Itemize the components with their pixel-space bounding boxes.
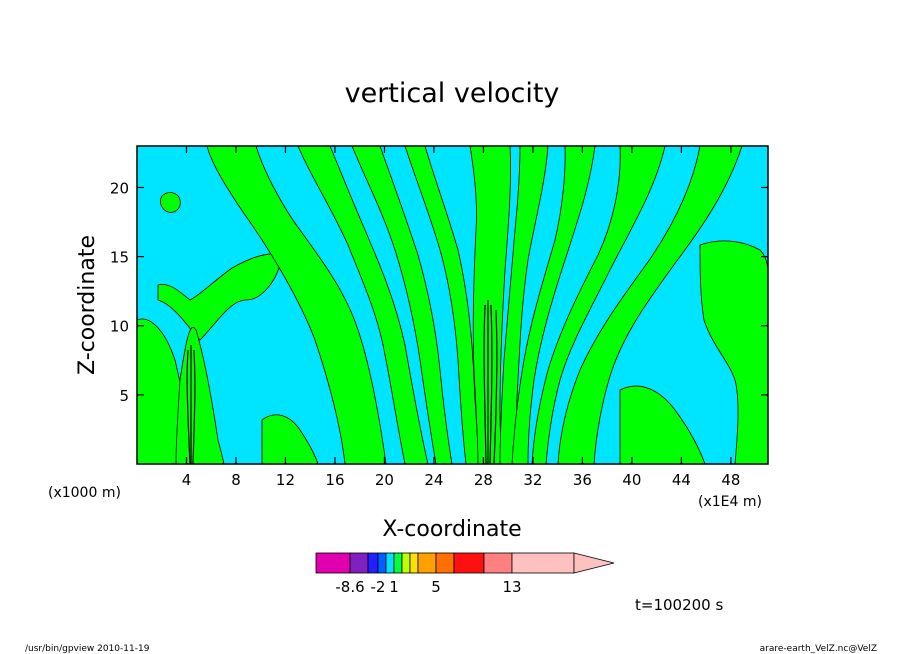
plot-area bbox=[137, 146, 768, 464]
x-axis-title: X-coordinate bbox=[382, 517, 521, 542]
x-tick-label: 32 bbox=[523, 471, 542, 489]
chart-title: vertical velocity bbox=[345, 78, 560, 109]
plot-frame bbox=[136, 145, 769, 465]
colorbar-segment bbox=[417, 552, 437, 574]
footer-right: arare-earth_VelZ.nc@VelZ bbox=[760, 644, 877, 654]
colorbar-labels: -8.6 -2 1 5 13 bbox=[335, 578, 521, 596]
x-unit-right-label: (x1E4 m) bbox=[698, 494, 762, 510]
y-axis-title: Z-coordinate bbox=[75, 235, 100, 375]
colorbar-segment bbox=[435, 552, 455, 574]
y-tick-label: 5 bbox=[119, 387, 129, 405]
x-axis-ticks: 4 8 12 16 20 24 28 32 36 40 44 48 bbox=[182, 146, 740, 489]
colorbar-extension-arrow bbox=[573, 552, 615, 574]
colorbar-label: 1 bbox=[389, 578, 399, 596]
y-tick-label: 15 bbox=[110, 249, 129, 267]
x-tick-label: 20 bbox=[375, 471, 394, 489]
x-tick-label: 44 bbox=[672, 471, 691, 489]
colorbar-label: 5 bbox=[431, 578, 441, 596]
region-right-edge bbox=[699, 240, 768, 464]
x-tick-label: 36 bbox=[573, 471, 592, 489]
colorbar-segment bbox=[393, 552, 403, 574]
x-unit-left-label: (x1000 m) bbox=[48, 485, 121, 501]
region-bottom-right bbox=[619, 385, 706, 464]
updraft-core-center bbox=[483, 300, 498, 464]
x-tick-label: 28 bbox=[474, 471, 493, 489]
colorbar-label: -2 bbox=[371, 578, 386, 596]
region-band-right2 bbox=[511, 146, 596, 464]
colorbar-segment bbox=[385, 552, 395, 574]
x-tick-label: 48 bbox=[721, 471, 740, 489]
colorbar-segment bbox=[349, 552, 369, 574]
colorbar-segment bbox=[377, 552, 387, 574]
updraft-cores bbox=[186, 300, 498, 464]
colorbar-segment bbox=[315, 552, 351, 574]
region-band-topleft bbox=[206, 146, 387, 464]
updraft-core-left bbox=[186, 345, 196, 464]
colorbar bbox=[315, 552, 615, 574]
time-label: t=100200 s bbox=[635, 596, 723, 614]
y-tick-label: 10 bbox=[110, 318, 129, 336]
x-tick-label: 24 bbox=[424, 471, 443, 489]
colorbar-label: -8.6 bbox=[335, 578, 364, 596]
colorbar-segment bbox=[511, 552, 575, 574]
footer-left: /usr/bin/gpview 2010-11-19 bbox=[25, 644, 150, 654]
colorbar-segment bbox=[409, 552, 419, 574]
x-tick-label: 40 bbox=[622, 471, 641, 489]
region-bottom-mid bbox=[261, 414, 319, 464]
region-band-mid3 bbox=[404, 146, 481, 464]
region-band-right1 bbox=[499, 146, 549, 464]
region-band-mid2 bbox=[351, 146, 453, 464]
region-center-column bbox=[469, 146, 511, 464]
x-tick-label: 12 bbox=[276, 471, 295, 489]
colorbar-label: 13 bbox=[502, 578, 521, 596]
colorbar-segment bbox=[401, 552, 411, 574]
colorbar-segment bbox=[483, 552, 513, 574]
colorbar-segment bbox=[453, 552, 485, 574]
colorbar-segment bbox=[367, 552, 379, 574]
region-small-blob bbox=[160, 192, 181, 213]
positive-velocity-regions bbox=[137, 146, 768, 464]
x-tick-label: 16 bbox=[325, 471, 344, 489]
x-tick-label: 8 bbox=[231, 471, 241, 489]
x-tick-label: 4 bbox=[182, 471, 192, 489]
y-axis-ticks: 5 10 15 20 bbox=[110, 179, 768, 405]
region-band-right4 bbox=[557, 146, 743, 464]
y-tick-label: 20 bbox=[110, 179, 129, 197]
